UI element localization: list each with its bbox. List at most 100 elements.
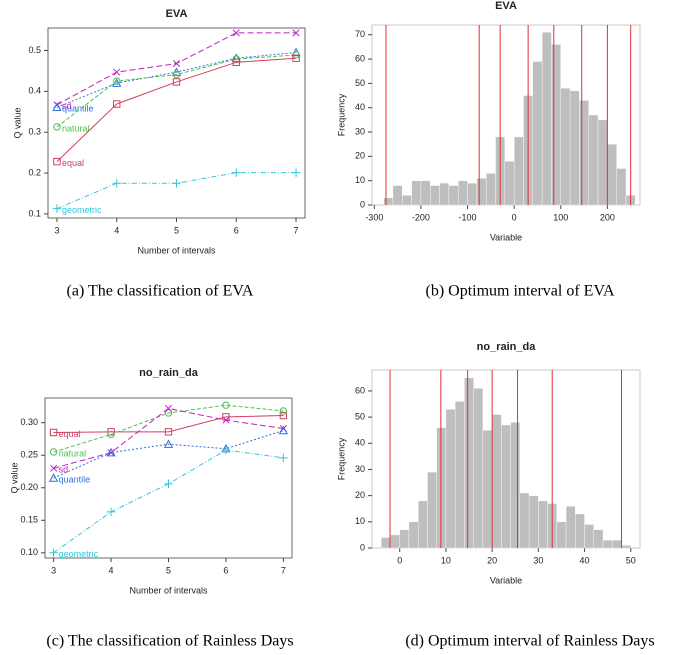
bar <box>579 100 589 206</box>
series-label: quantile <box>62 104 94 114</box>
bar <box>392 185 403 206</box>
bar <box>491 414 502 549</box>
y-tick-label: 30 <box>355 126 365 136</box>
marker <box>49 448 58 456</box>
bar <box>612 539 622 549</box>
series-label: equal <box>62 158 84 168</box>
x-tick-label: 0 <box>512 212 517 222</box>
y-tick-label: 0.4 <box>28 86 41 96</box>
y-tick-label: 0.2 <box>28 167 41 177</box>
x-tick-label: 6 <box>234 225 239 235</box>
marker <box>107 430 115 439</box>
chart-panel: EVA Variable Frequency (b) Optimum interval… <box>336 0 641 300</box>
marker <box>107 428 115 436</box>
bar <box>381 537 391 549</box>
x-tick-label: -100 <box>459 212 477 222</box>
marker <box>53 123 61 131</box>
y-tick-label: 70 <box>355 29 365 39</box>
y-tick-label: 0.10 <box>20 547 38 557</box>
chart-title: no_rain_da <box>139 367 199 379</box>
y-tick-label: 30 <box>355 464 365 474</box>
bar <box>473 388 484 549</box>
bar <box>411 180 422 206</box>
marker <box>231 53 241 62</box>
bar <box>485 173 496 206</box>
y-tick-label: 0.15 <box>20 515 38 525</box>
marker <box>279 407 288 415</box>
bar <box>439 182 450 206</box>
marker <box>172 70 181 79</box>
marker <box>164 428 173 436</box>
bar <box>588 114 599 206</box>
marker <box>172 78 181 86</box>
chart-title: EVA <box>166 8 188 20</box>
bar <box>383 197 394 206</box>
y-tick-label: 0.20 <box>20 482 38 492</box>
bar <box>584 524 594 549</box>
y-tick-label: 40 <box>355 438 365 448</box>
x-tick-label: 4 <box>114 225 119 235</box>
y-tick-label: 20 <box>355 151 365 161</box>
series-label: natural <box>59 448 87 458</box>
marker <box>107 449 115 457</box>
series-line <box>53 415 284 433</box>
series-line <box>56 54 297 128</box>
bar <box>575 513 585 549</box>
bar <box>390 534 400 549</box>
bar <box>538 500 548 549</box>
chart-panel: EVA Number of intervals Q value (a) The cla… <box>12 8 306 300</box>
bar <box>510 422 521 549</box>
y-tick-label: 60 <box>355 385 365 395</box>
y-tick-label: 40 <box>355 102 365 112</box>
x-tick-label: 7 <box>281 565 286 575</box>
caption: (b) Optimum interval of EVA <box>425 283 614 300</box>
series-label: natural <box>62 123 90 133</box>
y-tick-label: 0 <box>360 199 365 209</box>
y-tick-label: 60 <box>355 53 365 63</box>
series-line <box>53 449 284 554</box>
marker <box>222 416 230 424</box>
x-tick-label: 50 <box>626 555 636 565</box>
series-line <box>56 172 297 210</box>
x-tick-label: 7 <box>294 225 299 235</box>
chart-title: no_rain_da <box>477 341 537 353</box>
bar <box>532 61 543 206</box>
y-axis-label: Frequency <box>336 93 346 136</box>
series-label: geometric <box>62 205 102 215</box>
y-axis-label: Q value <box>9 462 19 493</box>
y-tick-label: 0.1 <box>28 208 41 218</box>
marker <box>113 77 121 85</box>
marker <box>52 102 62 111</box>
bar <box>458 180 468 206</box>
marker <box>53 157 61 166</box>
marker <box>52 204 62 213</box>
series-label: geometric <box>59 549 99 559</box>
x-tick-label: -300 <box>365 212 383 222</box>
marker <box>232 168 241 177</box>
bar <box>445 409 456 549</box>
x-tick-label: 30 <box>533 555 543 565</box>
x-axis-label: Variable <box>490 232 522 242</box>
bar <box>427 471 437 549</box>
y-tick-label: 0.25 <box>20 450 38 460</box>
bar <box>616 168 627 206</box>
x-tick-label: 6 <box>223 565 228 575</box>
bar <box>593 529 604 549</box>
marker <box>232 58 240 67</box>
y-tick-label: 10 <box>355 175 365 185</box>
marker <box>49 428 58 437</box>
bar <box>399 529 410 549</box>
x-tick-label: 3 <box>51 565 56 575</box>
bar <box>420 180 431 206</box>
x-tick-label: 40 <box>580 555 590 565</box>
y-tick-label: 50 <box>355 78 365 88</box>
marker <box>279 453 288 463</box>
bar <box>556 521 567 549</box>
marker <box>221 445 231 455</box>
bar <box>621 545 631 549</box>
bar <box>528 495 539 549</box>
bar <box>602 539 613 549</box>
bar <box>408 521 419 549</box>
series-label: quantile <box>59 474 91 484</box>
